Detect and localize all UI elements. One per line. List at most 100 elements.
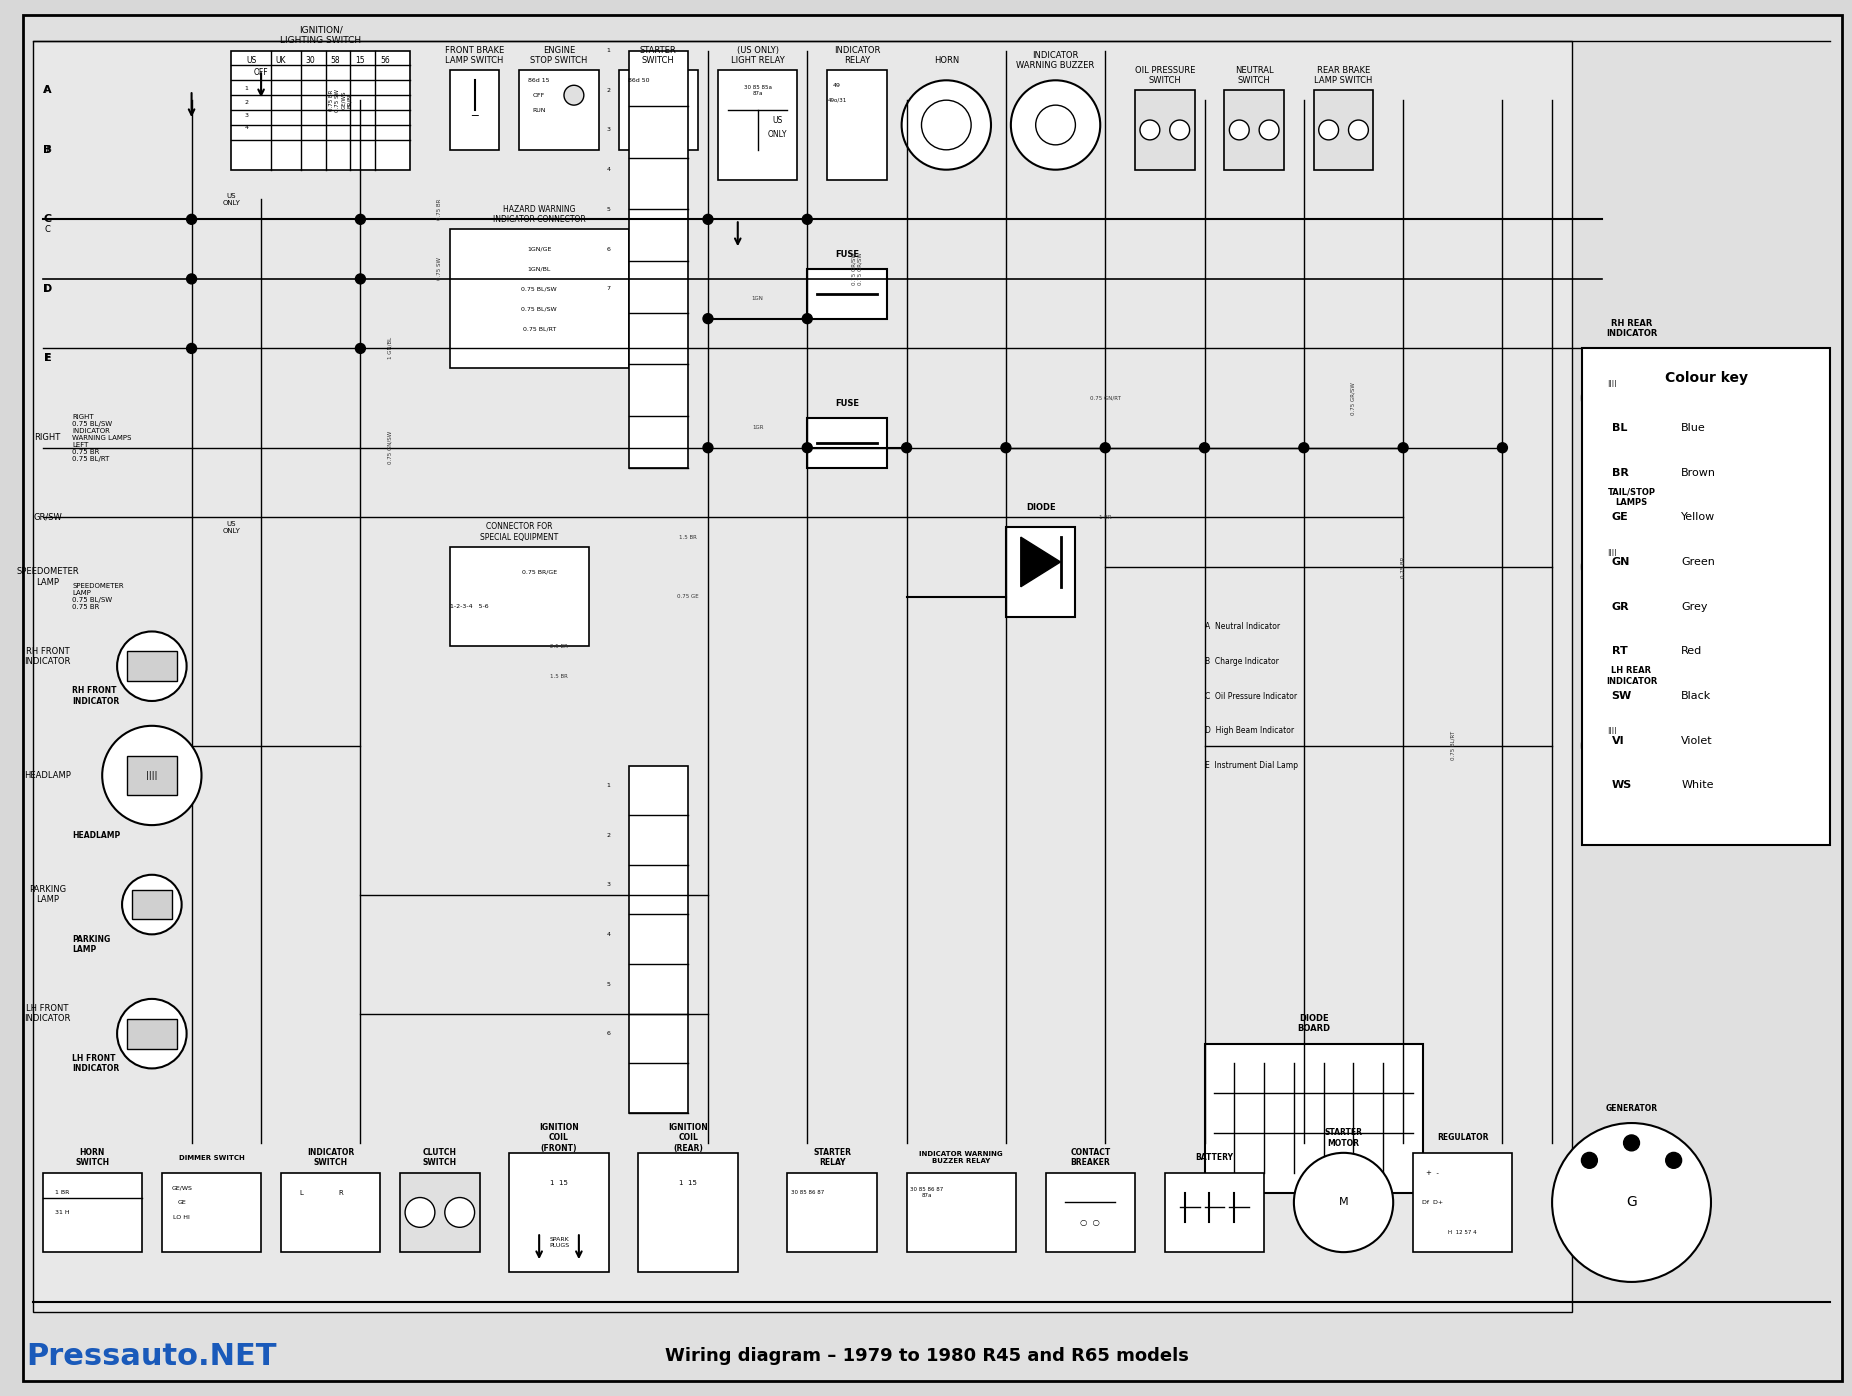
Text: 2: 2	[607, 88, 611, 92]
Text: G: G	[1626, 1195, 1637, 1209]
Circle shape	[1624, 1135, 1639, 1150]
Circle shape	[802, 314, 813, 324]
Text: LH FRONT
INDICATOR: LH FRONT INDICATOR	[72, 1054, 120, 1074]
Text: D: D	[44, 285, 50, 293]
Bar	[450, 547, 589, 646]
Text: 0.75 BL/SW: 0.75 BL/SW	[522, 306, 557, 311]
Bar	[128, 755, 176, 796]
Circle shape	[1582, 1153, 1596, 1168]
Text: US
ONLY: US ONLY	[222, 193, 241, 207]
Text: RIGHT: RIGHT	[35, 433, 61, 443]
Text: RIGHT
0.75 BL/SW
INDICATOR
WARNING LAMPS
LEFT
0.75 BR
0.75 BL/RT: RIGHT 0.75 BL/SW INDICATOR WARNING LAMPS…	[72, 413, 131, 462]
Circle shape	[1170, 120, 1189, 140]
Circle shape	[1582, 697, 1682, 796]
Text: IGNITION/
LIGHTING SWITCH: IGNITION/ LIGHTING SWITCH	[280, 27, 361, 45]
Text: TAIL/STOP
LAMPS: TAIL/STOP LAMPS	[1608, 487, 1656, 507]
Text: 49o/31: 49o/31	[828, 98, 846, 103]
Text: RH REAR
INDICATOR: RH REAR INDICATOR	[1606, 318, 1658, 338]
Text: US
ONLY: US ONLY	[222, 521, 241, 533]
Text: 7: 7	[607, 286, 611, 292]
Text: Red: Red	[1682, 646, 1702, 656]
Text: NEUTRAL
SWITCH: NEUTRAL SWITCH	[1235, 66, 1274, 85]
Text: M: M	[1339, 1198, 1348, 1208]
Text: STARTER
MOTOR: STARTER MOTOR	[1324, 1128, 1363, 1148]
Circle shape	[704, 314, 713, 324]
Text: D: D	[43, 283, 52, 293]
Bar	[1135, 91, 1195, 170]
Text: H  12 57 4: H 12 57 4	[1448, 1230, 1478, 1235]
Text: 30 85 85a
87a: 30 85 85a 87a	[745, 85, 772, 96]
Text: E  Instrument Dial Lamp: E Instrument Dial Lamp	[1204, 761, 1298, 771]
Text: 4: 4	[607, 933, 611, 937]
Text: RUN: RUN	[532, 107, 546, 113]
Circle shape	[117, 631, 187, 701]
Bar	[128, 1019, 176, 1048]
Bar	[519, 70, 598, 149]
Text: C: C	[44, 225, 50, 233]
Text: INDICATOR
SWITCH: INDICATOR SWITCH	[307, 1148, 354, 1167]
Circle shape	[102, 726, 202, 825]
Bar	[509, 1153, 609, 1272]
Text: FUSE: FUSE	[835, 250, 859, 258]
Text: HEADLAMP: HEADLAMP	[72, 831, 120, 839]
Circle shape	[117, 1000, 187, 1068]
Text: 4: 4	[244, 126, 248, 130]
Circle shape	[1665, 1153, 1682, 1168]
Text: DIMMER SWITCH: DIMMER SWITCH	[178, 1154, 244, 1161]
Text: OFF: OFF	[533, 92, 544, 98]
Text: SW: SW	[1611, 691, 1632, 701]
Text: 0.75 BR
0.75 SW
GE/WS
BR/BL: 0.75 BR 0.75 SW GE/WS BR/BL	[330, 89, 352, 112]
Circle shape	[1319, 120, 1339, 140]
Text: Black: Black	[1682, 691, 1711, 701]
Circle shape	[565, 85, 583, 105]
Text: White: White	[1682, 780, 1713, 790]
Text: 86d 15: 86d 15	[528, 78, 550, 82]
Bar	[719, 70, 798, 180]
Bar	[907, 1173, 1017, 1252]
Bar	[1006, 528, 1076, 617]
Text: 0.75 BL/SW: 0.75 BL/SW	[522, 286, 557, 292]
Text: HORN: HORN	[933, 56, 959, 66]
Bar	[282, 1173, 380, 1252]
Text: OFF: OFF	[254, 68, 269, 77]
Text: LO HI: LO HI	[174, 1215, 191, 1220]
Text: R: R	[339, 1189, 343, 1195]
Bar	[1593, 726, 1641, 765]
Text: US: US	[246, 56, 256, 66]
Circle shape	[406, 1198, 435, 1227]
Bar	[1224, 91, 1283, 170]
Circle shape	[902, 443, 911, 452]
Text: 1: 1	[244, 85, 248, 91]
Text: LH FRONT
INDICATOR: LH FRONT INDICATOR	[24, 1004, 70, 1023]
Circle shape	[187, 215, 196, 225]
Text: Yellow: Yellow	[1682, 512, 1715, 522]
Text: 3: 3	[244, 113, 248, 117]
Text: CONNECTOR FOR
SPECIAL EQUIPMENT: CONNECTOR FOR SPECIAL EQUIPMENT	[480, 522, 559, 542]
Text: ||||: ||||	[1608, 380, 1617, 387]
Text: D  High Beam Indicator: D High Beam Indicator	[1204, 726, 1295, 736]
Text: 0.75 GN/SW: 0.75 GN/SW	[387, 431, 393, 465]
Text: A: A	[44, 85, 50, 95]
Text: 0.75 BR: 0.75 BR	[1400, 556, 1406, 578]
Text: GN: GN	[1611, 557, 1630, 567]
Text: 4: 4	[607, 168, 611, 172]
Text: 1: 1	[607, 783, 611, 787]
Bar	[639, 1153, 737, 1272]
Bar	[1582, 349, 1830, 845]
Circle shape	[187, 343, 196, 353]
Text: 58: 58	[332, 56, 341, 66]
Text: 0.75 BR/GE: 0.75 BR/GE	[522, 570, 557, 574]
Text: 56: 56	[380, 56, 391, 66]
Text: RT: RT	[1611, 646, 1628, 656]
Text: Green: Green	[1682, 557, 1715, 567]
Text: REAR BRAKE
LAMP SWITCH: REAR BRAKE LAMP SWITCH	[1315, 66, 1372, 85]
Text: GENERATOR: GENERATOR	[1606, 1104, 1658, 1113]
Text: HAZARD WARNING
INDICATOR CONNECTOR: HAZARD WARNING INDICATOR CONNECTOR	[493, 205, 585, 225]
Text: 2: 2	[607, 832, 611, 838]
Text: 0.75 BR: 0.75 BR	[437, 198, 443, 221]
Text: 0.75 GR/SW
0.75 GR/SW: 0.75 GR/SW 0.75 GR/SW	[852, 253, 863, 285]
Bar	[128, 652, 176, 681]
Text: SPEEDOMETER
LAMP: SPEEDOMETER LAMP	[17, 567, 80, 586]
Circle shape	[1582, 518, 1682, 617]
Bar	[828, 70, 887, 180]
